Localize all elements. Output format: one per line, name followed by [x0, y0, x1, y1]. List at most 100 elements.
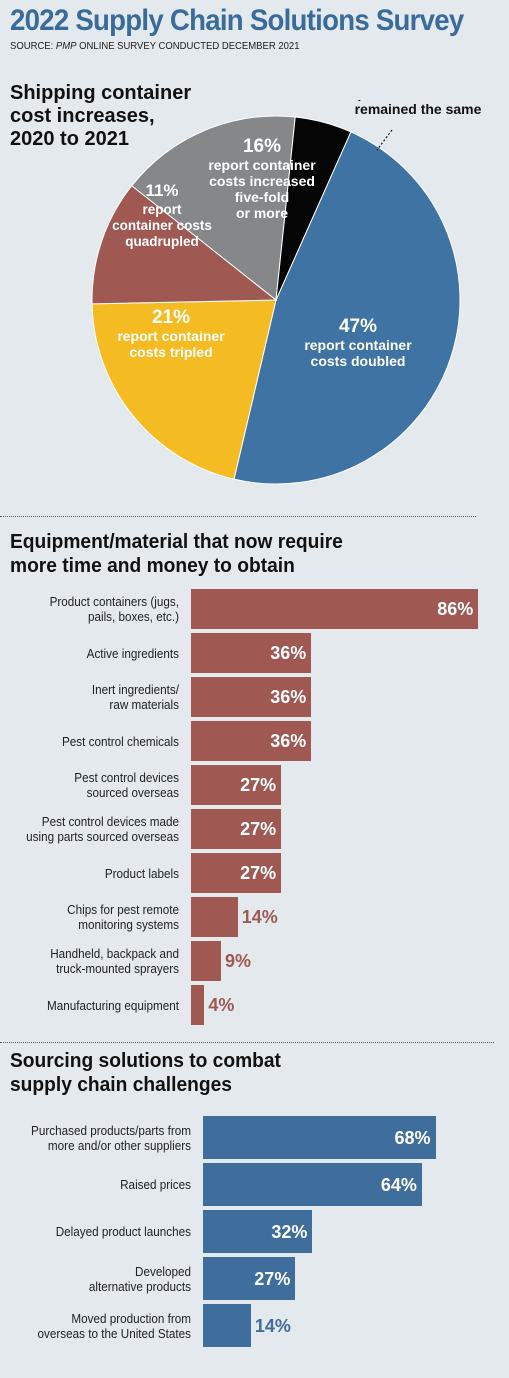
bar-category-label: Pest control chemicals	[17, 734, 179, 749]
bar-category-label-line: truck-mounted sprayers	[56, 961, 179, 976]
bar-category-label: Delayed product launches	[29, 1224, 191, 1239]
pie-title-line: Shipping container	[10, 82, 192, 104]
bar	[203, 1257, 296, 1300]
bar-category-label: Developed alternative products	[29, 1264, 191, 1294]
bar-row: Delayed product launches 32%	[0, 1210, 509, 1253]
pie-text-label-quadrupled: quadrupled	[125, 234, 199, 249]
pie-leader-line	[376, 129, 393, 151]
bar-row: Pest control devices sourced overseas 27%	[0, 765, 509, 805]
bar	[203, 1116, 436, 1159]
equipment-title-line: Equipment/material that now require	[10, 531, 343, 553]
bar-category-label: Moved production from overseas to the Uni…	[29, 1311, 191, 1341]
bar-value-label: 36%	[270, 731, 307, 751]
bar-row: Manufacturing equipment 4%	[0, 985, 509, 1025]
pie-text-label-same: remained the same	[355, 101, 482, 117]
pie-pct-label-tripled: 21%	[152, 307, 190, 328]
equipment-chart-title: Equipment/material that now require more…	[10, 530, 413, 578]
pie-pct-label-doubled: 47%	[339, 316, 377, 337]
pie-text-label-five-fold: or more	[236, 205, 288, 221]
pie-slice-five-fold	[131, 115, 296, 301]
bar-row: Active ingredients 36%	[0, 633, 509, 673]
bar-category-label: Handheld, backpack and truck-mounted spra…	[17, 946, 179, 976]
bar-category-label-line: using parts sourced overseas	[26, 829, 180, 844]
pie-text-label-doubled: report container	[304, 337, 412, 353]
pie-text-label-five-fold: report container	[208, 157, 316, 173]
pie-slice-quadrupled	[91, 185, 278, 305]
bar	[203, 1163, 422, 1206]
bar-value-label: 27%	[240, 819, 277, 839]
sourcing-bar-chart: Purchased products/parts from more and/or…	[0, 1116, 509, 1348]
pie-slice-tripled	[91, 299, 277, 480]
bar	[191, 853, 282, 893]
bar-row: Inert ingredients/raw materials 36%	[0, 677, 509, 717]
bar	[191, 897, 238, 937]
pie-text-label-five-fold: five-fold	[235, 189, 289, 205]
bar-value-label: 9%	[225, 951, 252, 971]
bar-category-label-line: pails, boxes, etc.)	[87, 609, 179, 624]
bar-category-label-line: Moved production from	[71, 1310, 191, 1326]
sourcing-title-line: supply chain challenges	[10, 1074, 232, 1096]
bar-category-label-line: Purchased products/parts from	[31, 1122, 192, 1138]
pie-text-label-quadrupled: container costs	[112, 218, 212, 233]
source-note: SOURCE: PMP ONLINE SURVEY CONDUCTED DECE…	[10, 41, 299, 52]
bar-category-label-line: monitoring systems	[78, 917, 179, 932]
bar-category-label-line: Product labels	[104, 865, 179, 881]
pie-text-label-doubled: costs doubled	[311, 353, 406, 369]
pie-text-label-tripled: report container	[117, 328, 225, 344]
pie-title-line: cost increases,	[10, 105, 155, 127]
bar-value-label: 27%	[240, 775, 277, 795]
pie-text-label-five-fold: costs increased	[209, 173, 315, 189]
pie-pct-label-five-fold: 16%	[243, 136, 281, 157]
bar	[191, 941, 222, 981]
bar-category-label-line: Manufacturing equipment	[46, 997, 179, 1013]
bar-row: Chips for pest remote monitoring systems 1…	[0, 897, 509, 937]
bar-category-label-line: Developed	[135, 1263, 191, 1279]
pie-slice-same	[275, 116, 352, 301]
section-divider	[0, 516, 476, 517]
bar-category-label: Active ingredients	[17, 646, 179, 661]
bar-category-label-line: Product containers (jugs,	[49, 594, 180, 609]
bar-category-label: Inert ingredients/raw materials	[17, 682, 179, 712]
bar-row: Raised prices 64%	[0, 1163, 509, 1206]
bar-category-label-line: Delayed product launches	[55, 1224, 192, 1239]
bar	[203, 1304, 251, 1347]
bar-category-label: Pest control devices sourced overseas	[17, 770, 179, 800]
bar-category-label-line: alternative products	[88, 1278, 191, 1294]
bar-value-label: 27%	[254, 1268, 291, 1289]
section-divider	[0, 1042, 494, 1043]
bar-row: Handheld, backpack and truck-mounted spra…	[0, 941, 509, 981]
bar-category-label-line: Pest control devices made	[41, 814, 179, 829]
bar-category-label-line: sourced overseas	[86, 785, 179, 800]
bar-row: Pest control devices made using parts sou…	[0, 809, 509, 849]
bar-row: Product containers (jugs, pails, boxes, e…	[0, 589, 509, 629]
pie-text-label-same: report container costs	[344, 100, 492, 101]
bar-category-label-line: Chips for pest remote	[67, 902, 179, 917]
bar-category-label: Pest control devices made using parts sou…	[17, 814, 179, 844]
bar-category-label-line: overseas to the United States	[37, 1325, 191, 1341]
bar-value-label: 64%	[380, 1174, 417, 1195]
bar-row: Moved production from overseas to the Uni…	[0, 1304, 509, 1347]
bar-row: Product labels 27%	[0, 853, 509, 893]
sourcing-chart-title: Sourcing solutions to combat supply chai…	[10, 1049, 413, 1097]
pie-title-line: 2020 to 2021	[10, 128, 129, 150]
bar-value-label: 14%	[241, 907, 278, 927]
bar-category-label-line: Raised prices	[120, 1177, 191, 1192]
bar-row: Pest control chemicals 36%	[0, 721, 509, 761]
pie-slice-doubled	[233, 131, 461, 485]
pie-pct-label-quadrupled: 11%	[145, 181, 178, 200]
pie-text-label-quadrupled: report	[142, 202, 182, 217]
bar	[191, 589, 479, 629]
equipment-bar-chart: Product containers (jugs, pails, boxes, e…	[0, 589, 509, 1029]
source-suffix: ONLINE SURVEY CONDUCTED DECEMBER 2021	[76, 41, 300, 52]
bar-value-label: 86%	[437, 599, 474, 619]
bar	[191, 985, 205, 1025]
bar-category-label: Product containers (jugs, pails, boxes, e…	[17, 594, 179, 624]
page-title: 2022 Supply Chain Solutions Survey	[10, 4, 464, 37]
bar-category-label: Product labels	[17, 866, 179, 881]
bar-value-label: 27%	[240, 863, 277, 883]
bar-category-label: Purchased products/parts from more and/or…	[29, 1123, 191, 1153]
bar-category-label-line: Handheld, backpack and	[50, 946, 179, 961]
bar-value-label: 4%	[208, 995, 235, 1015]
bar-row: Developed alternative products 27%	[0, 1257, 509, 1300]
